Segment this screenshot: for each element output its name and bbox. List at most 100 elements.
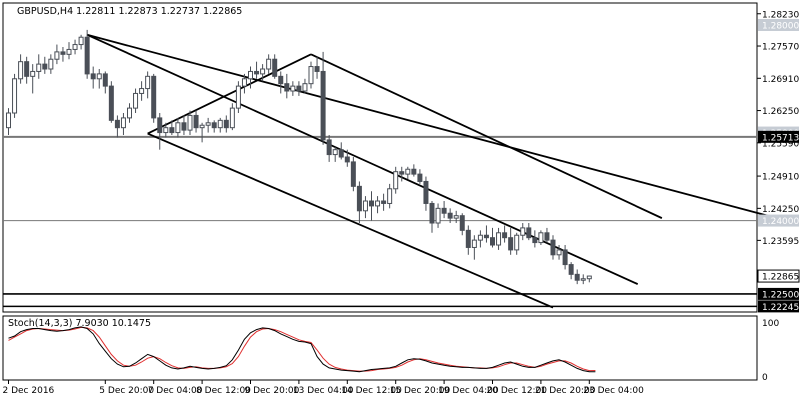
candle-bear (157, 117, 163, 134)
candle-bull (127, 107, 132, 119)
candle-bear (193, 114, 199, 129)
price-highlight-box (758, 300, 799, 313)
candle-bull (496, 232, 502, 246)
candle-bear (42, 63, 48, 70)
candle-bull (471, 239, 477, 248)
time-label: 5 Dec 20:00 (99, 386, 154, 396)
candle-bear (350, 161, 356, 187)
candle-bear (459, 215, 465, 231)
candle-bear (574, 273, 580, 281)
candle-bear (114, 119, 120, 129)
candle-bull (54, 51, 60, 60)
candle-bear (326, 139, 332, 156)
candle-bear (60, 51, 66, 55)
candle-bear (490, 237, 495, 246)
candle-bear (24, 61, 30, 77)
candle-bear (502, 232, 508, 239)
candle-bull (48, 58, 54, 70)
stochastic-label: Stoch(14,3,3) 7.9030 10.1475 (8, 318, 151, 329)
time-label: 21 Dec 20:00 (535, 386, 596, 396)
stoch-signal-line (8, 326, 596, 372)
candle-bear (211, 122, 217, 129)
price-tick-label: 1.26250 (762, 107, 799, 117)
upper-channel-line-2 (310, 53, 663, 219)
candle-bull (477, 234, 483, 241)
symbol-header: GBPUSD,H4 1.22811 1.22873 1.22737 1.2286… (17, 6, 242, 17)
candle-bear (272, 58, 278, 77)
candle-bear (102, 73, 108, 87)
stoch-axis-label: 0 (762, 373, 768, 383)
candle-bull (120, 117, 126, 129)
candle-bull (139, 88, 145, 94)
price-highlight-label: 1.25713 (762, 133, 799, 143)
candle-bear (223, 119, 229, 129)
candle-bull (375, 200, 381, 207)
candle-bull (163, 127, 169, 134)
candle-bull (18, 61, 24, 80)
price-highlight-box (758, 130, 799, 143)
candle-bull (175, 122, 181, 134)
time-label: 20 Dec 12:00 (487, 386, 548, 396)
price-highlight-box (758, 214, 799, 227)
price-highlight-label: 1.28000 (762, 22, 799, 32)
candle-bull (405, 168, 411, 175)
candle-bear (562, 249, 568, 266)
candle-bull (248, 70, 253, 80)
candle-bear (423, 180, 429, 204)
price-highlight-label: 1.22865 (762, 273, 799, 283)
candle-bull (556, 249, 562, 256)
candle-bear (314, 66, 320, 72)
candle-bear (278, 75, 284, 85)
price-highlight-label: 1.22245 (762, 303, 799, 313)
candle-bull (30, 70, 36, 77)
candle-bear (508, 237, 514, 251)
upper-channel-line (86, 33, 778, 219)
candle-bear (381, 200, 387, 204)
price-axis: 1.28230 1.27570 1.26910 1.26250 1.25590 1.249… (757, 10, 800, 313)
candle-bull (72, 44, 78, 50)
time-label: 7 Dec 04:00 (148, 386, 203, 396)
candle-bull (538, 232, 544, 244)
time-axis: 2 Dec 2016 5 Dec 20:007 Dec 04:008 Dec 12… (3, 380, 644, 396)
candle-bull (145, 75, 151, 90)
lower-channel-line (147, 132, 554, 309)
candle-bull (308, 66, 314, 85)
price-panel-frame (2, 2, 758, 313)
stoch-main-line (8, 326, 596, 373)
candle-bear (338, 149, 344, 158)
candle-bull (96, 73, 102, 80)
candle-bull (229, 107, 235, 129)
candle-bear (429, 202, 435, 224)
candle-bear (568, 264, 574, 275)
candle-bull (514, 234, 520, 251)
chart-background (2, 2, 758, 381)
candle-bear (411, 168, 417, 175)
candle-bear (90, 73, 96, 80)
candle-bear (447, 212, 453, 219)
candle-bull (332, 149, 338, 156)
candle-bull (362, 200, 368, 212)
candle-bear (532, 237, 538, 244)
price-tick-label: 1.24910 (762, 173, 799, 183)
candle-bear (399, 171, 405, 175)
time-label: 13 Dec 04:00 (293, 386, 354, 396)
price-highlight-box (758, 19, 799, 32)
time-label: 2 Dec 2016 (3, 386, 55, 396)
candle-bear (544, 232, 550, 241)
time-label: 23 Dec 04:00 (583, 386, 644, 396)
price-tick-label: 1.25590 (762, 139, 799, 149)
candle-bull (302, 83, 308, 92)
price-tick-label: 1.24250 (762, 205, 799, 215)
candle-bear (296, 85, 302, 92)
candle-bull (266, 58, 272, 70)
horizontal-levels (3, 135, 757, 308)
rising-line (147, 53, 312, 135)
candle-bear (320, 70, 326, 141)
candle-bull (453, 215, 459, 219)
candle-bear (526, 227, 532, 239)
candle-bear (284, 83, 290, 92)
price-tick-label: 1.28230 (762, 10, 799, 20)
time-label: 15 Dec 20:00 (390, 386, 451, 396)
